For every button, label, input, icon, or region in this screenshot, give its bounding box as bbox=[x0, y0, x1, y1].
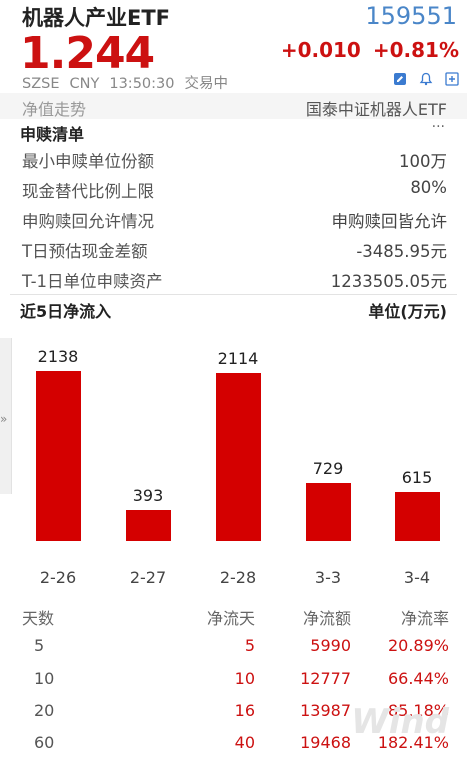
row-value: 100万 bbox=[399, 152, 447, 171]
x-axis-label: 2-26 bbox=[39, 568, 77, 587]
row-value: 1233505.05元 bbox=[330, 272, 447, 291]
row-value: 80% bbox=[410, 178, 447, 197]
row-label: T日预估现金差额 bbox=[22, 242, 148, 261]
x-axis-label: 3-4 bbox=[403, 568, 431, 587]
exchange-label: SZSE bbox=[22, 76, 60, 92]
table-header: 净流额 bbox=[302, 609, 351, 628]
edit-icon[interactable] bbox=[392, 72, 408, 88]
table-cell: 5 bbox=[34, 636, 45, 655]
table-cell: 12777 bbox=[300, 669, 351, 688]
change-percent: +0.81% bbox=[372, 38, 459, 62]
bar-value-label: 2114 bbox=[217, 349, 259, 368]
price-change: +0.010 +0.81% bbox=[281, 38, 459, 62]
table-cell: 60 bbox=[34, 733, 55, 752]
bar-value-label: 2138 bbox=[37, 347, 79, 366]
table-cell: 20.89% bbox=[387, 636, 449, 655]
row-label: 最小申赎单位份额 bbox=[22, 152, 154, 171]
table-cell: 19468 bbox=[300, 733, 351, 752]
row-label: 现金替代比例上限 bbox=[22, 182, 154, 201]
row-label: 申购赎回允许情况 bbox=[22, 212, 154, 231]
add-icon[interactable] bbox=[444, 72, 460, 88]
table-header: 天数 bbox=[22, 609, 55, 628]
bar-value-label: 393 bbox=[132, 486, 164, 505]
expand-arrow-icon[interactable]: » bbox=[0, 412, 8, 426]
flow-title: 近5日净流入 bbox=[20, 302, 112, 321]
quote-time: 13:50:30 bbox=[109, 76, 175, 92]
table-header: 净流率 bbox=[400, 609, 449, 628]
bar-value-label: 729 bbox=[312, 459, 344, 478]
bar-value-label: 615 bbox=[401, 468, 433, 487]
inflow-bar bbox=[125, 510, 171, 541]
x-axis-label: 3-3 bbox=[314, 568, 342, 587]
inflow-bar bbox=[35, 371, 81, 541]
table-cell: 5 bbox=[244, 636, 255, 655]
bell-icon[interactable] bbox=[418, 72, 434, 88]
etf-code: 159551 bbox=[365, 2, 457, 30]
divider bbox=[10, 294, 457, 295]
table-cell: 10 bbox=[34, 669, 55, 688]
table-cell: 85.18% bbox=[387, 701, 449, 720]
row-value: 申购赎回皆允许 bbox=[331, 212, 448, 231]
table-cell: 13987 bbox=[300, 701, 351, 720]
inflow-bar bbox=[394, 492, 440, 541]
table-cell: 182.41% bbox=[377, 733, 449, 752]
x-axis-label: 2-27 bbox=[129, 568, 167, 587]
fund-full-name[interactable]: 国泰中证机器人ETF bbox=[305, 100, 447, 119]
row-value: -3485.95元 bbox=[356, 242, 447, 261]
table-header: 净流天 bbox=[206, 609, 255, 628]
x-axis-label: 2-28 bbox=[219, 568, 257, 587]
last-price: 1.244 bbox=[20, 28, 155, 79]
row-label: T-1日单位申赎资产 bbox=[22, 272, 163, 291]
change-value: +0.010 bbox=[280, 38, 361, 62]
quote-meta: SZSE CNY 13:50:30 交易中 bbox=[22, 72, 238, 93]
table-cell: 66.44% bbox=[387, 669, 449, 688]
inflow-bar bbox=[215, 373, 261, 541]
flow-unit: 单位(万元) bbox=[368, 302, 447, 321]
currency-label: CNY bbox=[69, 76, 100, 92]
trading-status: 交易中 bbox=[184, 76, 228, 92]
inflow-bar bbox=[305, 483, 351, 541]
net-inflow-chart: 2138 2-26 393 2-27 2114 2-28 729 3-3 615 3-4 bbox=[35, 347, 440, 587]
more-icon[interactable]: ··· bbox=[431, 119, 445, 135]
side-panel-tab[interactable] bbox=[0, 338, 12, 494]
nav-nav-trend[interactable]: 净值走势 bbox=[22, 100, 87, 119]
table-cell: 16 bbox=[234, 701, 255, 720]
nav-bar bbox=[0, 93, 467, 119]
table-cell: 5990 bbox=[310, 636, 351, 655]
watermark: Wind bbox=[351, 702, 449, 742]
table-cell: 10 bbox=[234, 669, 255, 688]
etf-name: 机器人产业ETF bbox=[22, 6, 171, 30]
table-cell: 40 bbox=[234, 733, 255, 752]
subscription-title: 申赎清单 bbox=[20, 125, 85, 144]
table-cell: 20 bbox=[34, 701, 55, 720]
